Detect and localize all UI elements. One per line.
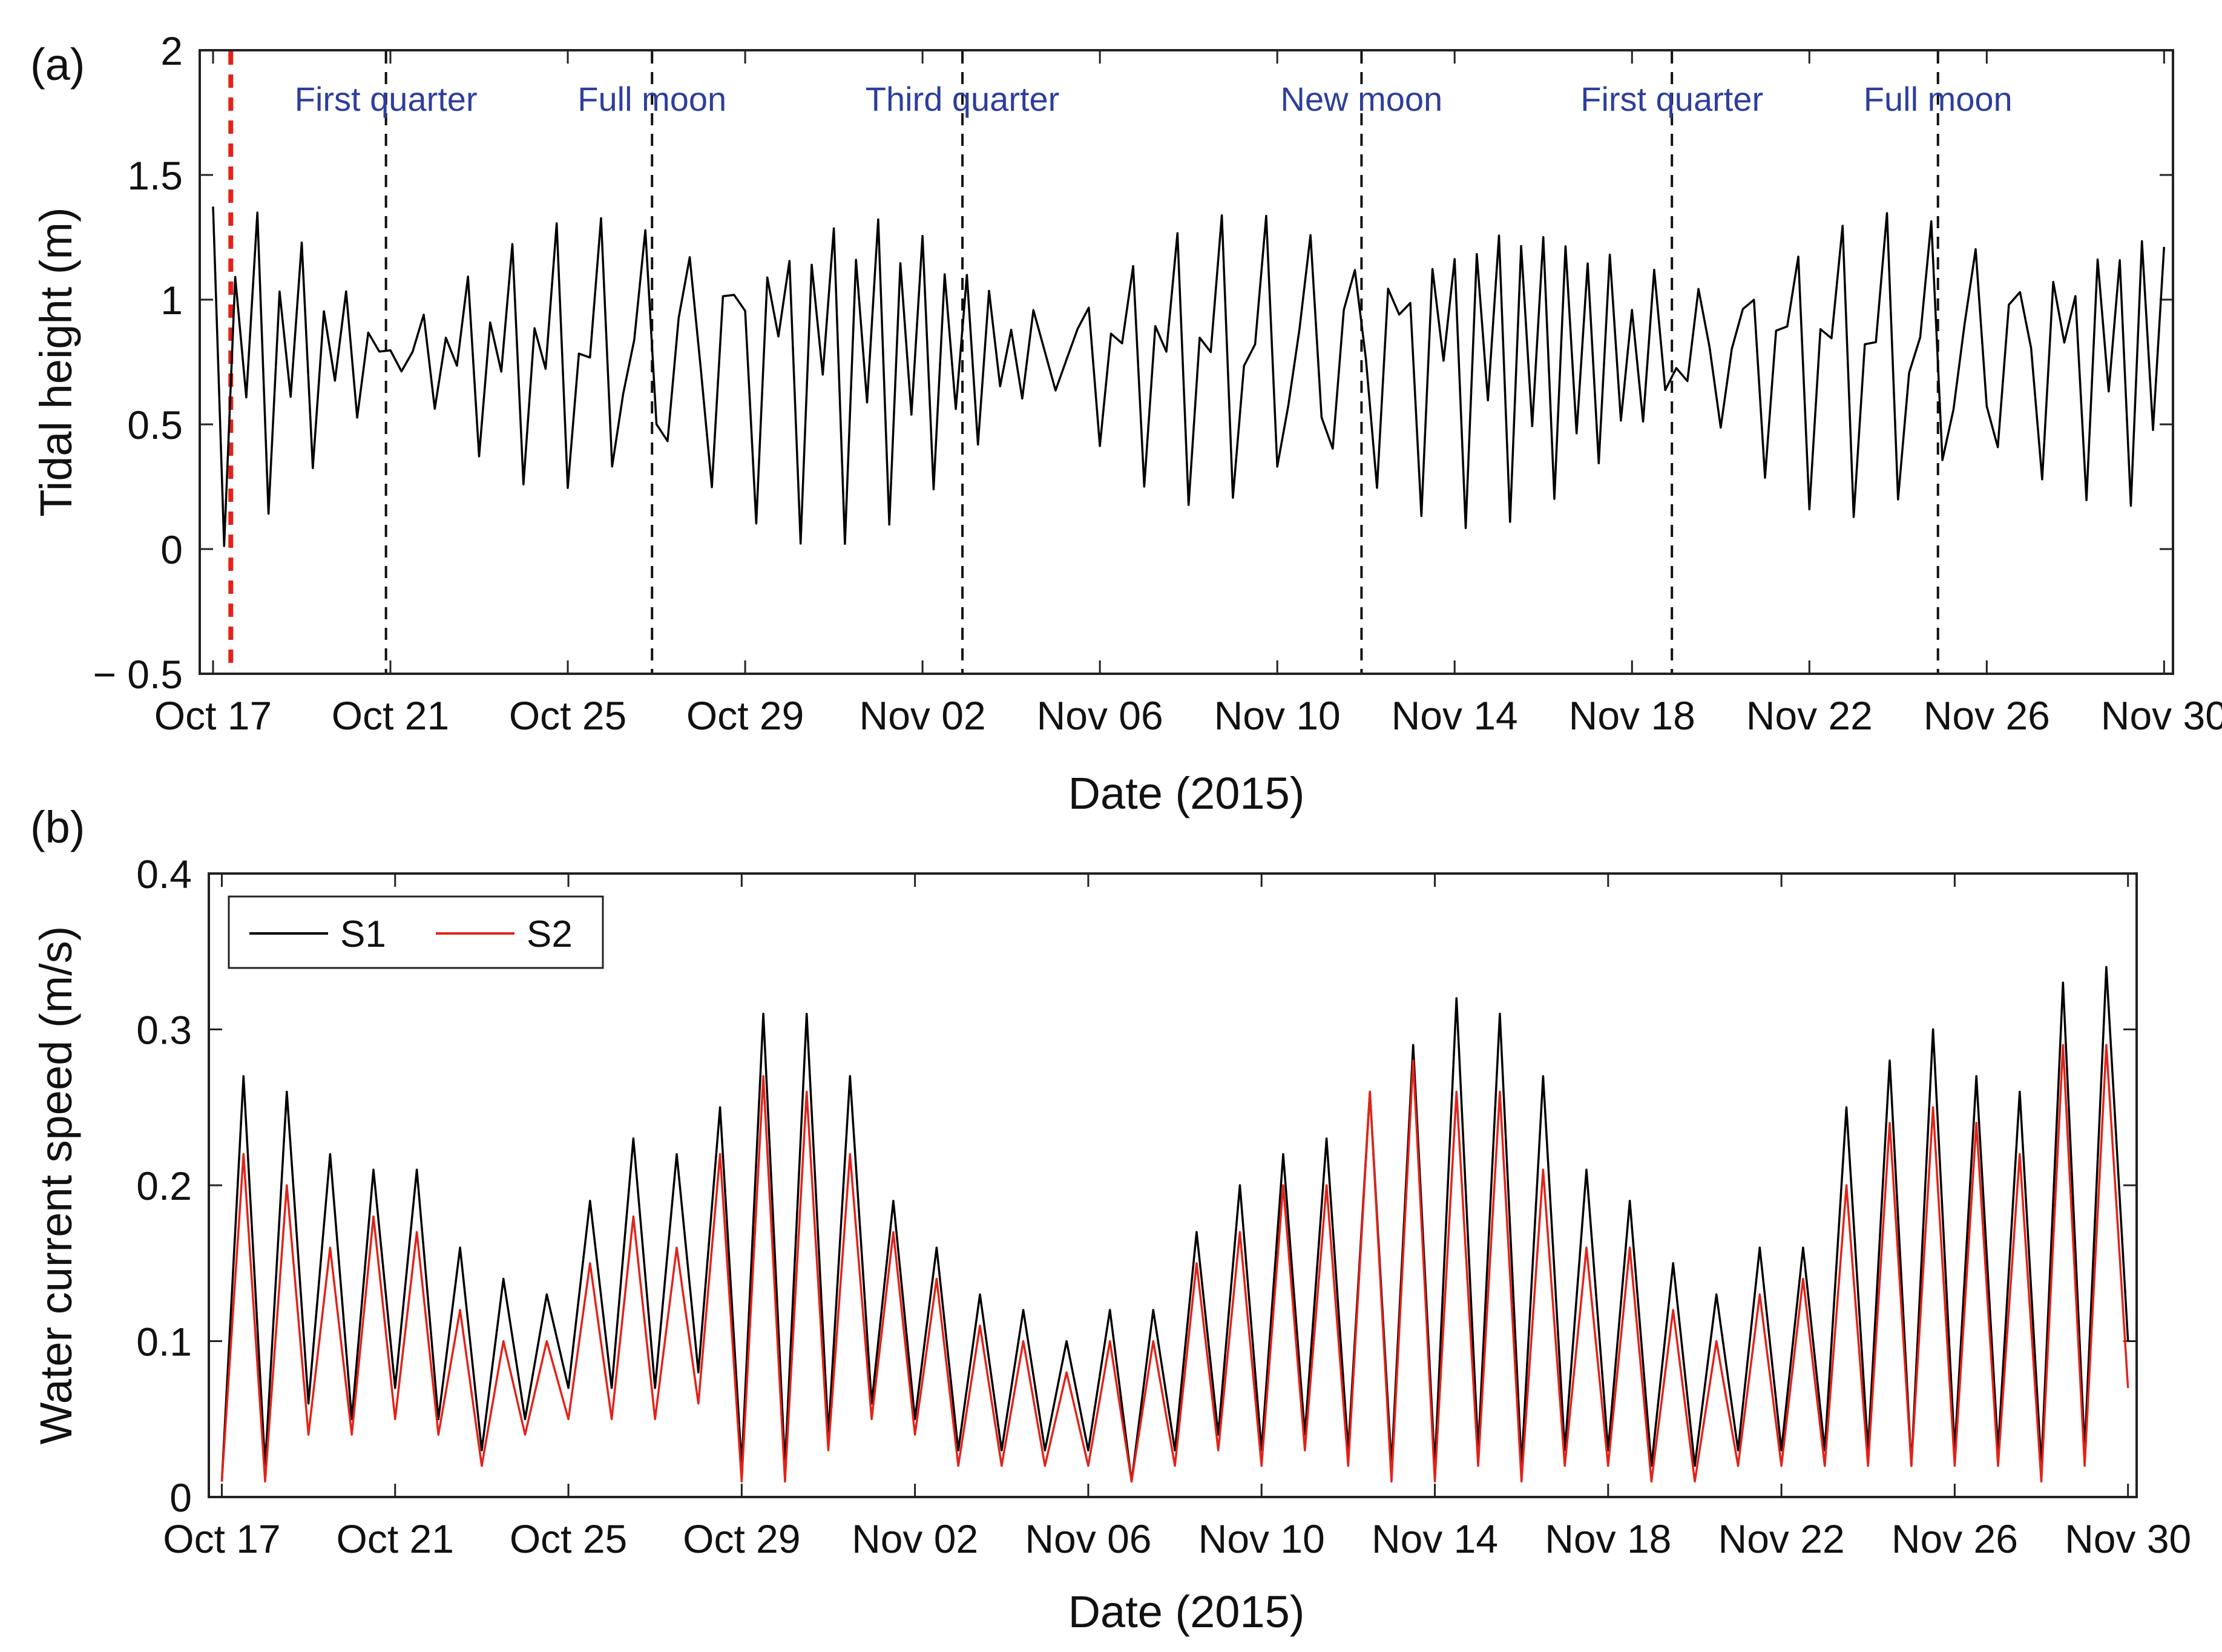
panel-b-water-current-speed: (b) Oct 17 Oct 21 Oct 25 Oct 29 Nov 02 Nov 06… xyxy=(30,802,2191,1637)
panel-a-x-tick-label: Nov 02 xyxy=(860,693,986,738)
panel-a-x-tick-label: Nov 30 xyxy=(2101,693,2222,738)
panel-b-plot-frame xyxy=(208,872,2138,1498)
panel-b-y-tick-label: 0.4 xyxy=(136,852,192,897)
panel-a-y-tick-label: − 0.5 xyxy=(93,652,183,697)
panel-b-x-tick-label: Oct 25 xyxy=(510,1516,627,1561)
panel-a-x-tick-label: Nov 26 xyxy=(1924,693,2050,738)
panel-a-x-tick-label: Oct 29 xyxy=(686,693,804,738)
panel-b-x-tick-labels: Oct 17 Oct 21 Oct 25 Oct 29 Nov 02 Nov 06 Nov … xyxy=(163,1516,2191,1561)
panel-b-x-tick-label: Nov 14 xyxy=(1372,1516,1498,1561)
panel-a-y-axis-label: Tidal height (m) xyxy=(31,207,81,516)
moon-phase-label: Full moon xyxy=(577,80,726,118)
panel-b-x-tick-label: Oct 29 xyxy=(683,1516,800,1561)
panel-a-y-tick-labels: − 0.5 0 0.5 1 1.5 2 xyxy=(93,28,183,697)
panel-a-x-tick-labels: Oct 17 Oct 21 Oct 25 Oct 29 Nov 02 Nov 06 Nov … xyxy=(154,693,2222,738)
panel-a-x-tick-label: Nov 18 xyxy=(1569,693,1695,738)
panel-a-x-tick-label: Nov 10 xyxy=(1214,693,1341,738)
panel-a-y-tick-label: 2 xyxy=(160,28,183,73)
panel-b-x-tick-label: Oct 17 xyxy=(163,1516,280,1561)
series-s1-line xyxy=(220,966,2129,1483)
panel-a-y-tick-label: 1.5 xyxy=(127,153,183,198)
panel-b-y-tick-label: 0 xyxy=(169,1475,192,1520)
panel-b-y-tick-label: 0.1 xyxy=(136,1320,192,1364)
panel-b-x-tick-label: Nov 26 xyxy=(1892,1516,2018,1561)
panel-b-x-tick-label: Nov 02 xyxy=(852,1516,978,1561)
panel-a-x-tick-label: Nov 06 xyxy=(1037,693,1163,738)
panel-a-y-tick-label: 0 xyxy=(160,527,183,572)
panel-a-moon-phase-lines: First quarter Full moon Third quarter New m… xyxy=(228,51,2013,673)
panel-b-x-axis-label: Date (2015) xyxy=(1068,1587,1305,1637)
panel-a-y-tick-label: 1 xyxy=(160,278,183,323)
panel-b-y-axis-label: Water current speed (m/s) xyxy=(31,926,81,1445)
panel-a-label: (a) xyxy=(30,39,85,90)
legend-s2-label: S2 xyxy=(527,913,573,955)
panel-a-x-tick-label: Nov 22 xyxy=(1746,693,1873,738)
panel-a-x-tick-label: Oct 25 xyxy=(509,693,626,738)
panel-b-y-tick-labels: 0 0.1 0.2 0.3 0.4 xyxy=(136,852,192,1520)
panel-b-x-tick-label: Nov 30 xyxy=(2065,1516,2191,1561)
panel-a-x-axis-label: Date (2015) xyxy=(1068,768,1305,818)
panel-b-x-tick-label: Oct 21 xyxy=(337,1516,454,1561)
panel-b-x-tick-label: Nov 10 xyxy=(1198,1516,1325,1561)
panel-b-y-tick-label: 0.2 xyxy=(136,1163,192,1208)
panel-b-x-tick-label: Nov 22 xyxy=(1718,1516,1845,1561)
panel-b-label: (b) xyxy=(30,802,85,852)
panel-b-y-tick-label: 0.3 xyxy=(136,1008,192,1053)
moon-phase-label: Third quarter xyxy=(866,80,1060,118)
panel-a-series xyxy=(212,206,2166,547)
panel-a-tidal-height: (a) First quarter Full moon Third quarter N… xyxy=(30,28,2222,818)
panel-a-x-tick-label: Oct 17 xyxy=(154,693,272,738)
panel-b-ticks xyxy=(209,872,2137,1498)
panel-b-x-tick-label: Nov 06 xyxy=(1025,1516,1151,1561)
legend-s1-label: S1 xyxy=(340,913,386,955)
panel-a-y-tick-label: 0.5 xyxy=(127,403,183,447)
panel-b-series xyxy=(220,966,2129,1483)
moon-phase-label: First quarter xyxy=(1580,80,1763,118)
tidal-height-line xyxy=(212,206,2166,547)
moon-phase-label: New moon xyxy=(1281,80,1443,118)
moon-phase-label: First quarter xyxy=(295,80,478,118)
panel-a-x-tick-label: Oct 21 xyxy=(332,693,449,738)
panel-b-legend: S1 S2 xyxy=(228,895,604,969)
series-s2-line xyxy=(220,1044,2129,1483)
panel-b-x-tick-label: Nov 18 xyxy=(1545,1516,1671,1561)
moon-phase-label: Full moon xyxy=(1864,80,2013,118)
panel-a-plot-frame xyxy=(199,49,2174,675)
panel-a-x-tick-label: Nov 14 xyxy=(1392,693,1518,738)
